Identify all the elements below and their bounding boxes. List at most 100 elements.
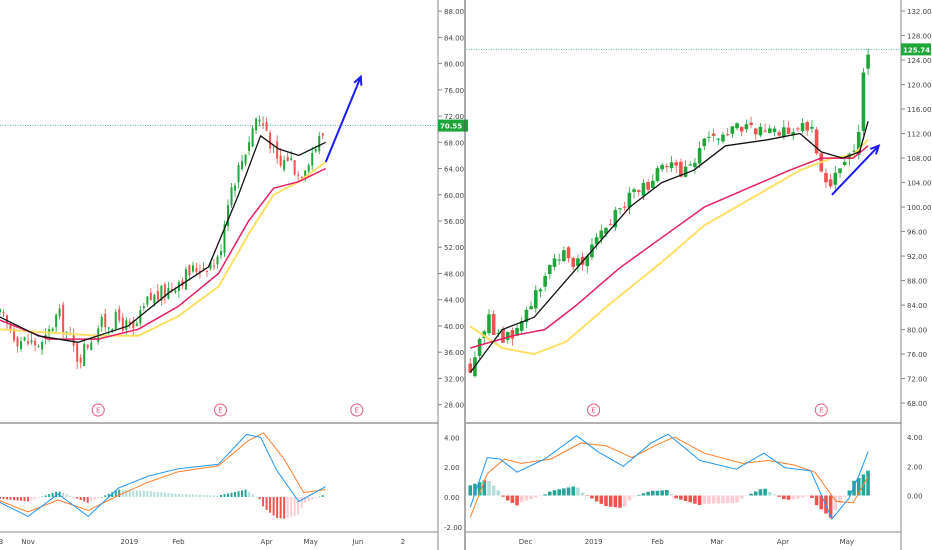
candle-body (501, 329, 505, 343)
macd-histogram-bar (234, 491, 237, 497)
macd-histogram-bar (796, 495, 800, 499)
macd-histogram-bar (491, 485, 496, 496)
price-tick-label: 52.00 (444, 244, 464, 252)
macd-histogram-bar (0, 496, 1, 499)
candle-body (646, 182, 650, 190)
candle-body (496, 332, 501, 334)
price-tick-label: 28.00 (444, 402, 464, 410)
macd-histogram-bar (735, 495, 739, 503)
macd-histogram-bar (604, 495, 608, 507)
earnings-marker[interactable] (587, 403, 601, 417)
macd-histogram-bar (170, 493, 173, 497)
macd-histogram-bar (697, 495, 702, 505)
macd-histogram-bar (283, 496, 286, 519)
macd-histogram-bar (262, 496, 265, 507)
macd-histogram-bar (552, 490, 557, 496)
candle-body (842, 161, 847, 166)
price-tick-label: 68.00 (444, 139, 464, 147)
macd-histogram-bar (669, 494, 674, 496)
macd-histogram-bar (866, 470, 870, 496)
candle-body (519, 321, 524, 331)
right-chart-panel[interactable]: 132.00 128.00 124.00 120.00 116.00 112.00 108.… (466, 0, 932, 550)
macd-histogram-bar (237, 491, 240, 497)
macd-histogram-bar (58, 491, 61, 497)
candle-body (716, 138, 721, 140)
left-chart-panel[interactable]: 88.00 84.00 80.00 76.00 72.00 68.00 64.00 60.00… (0, 0, 468, 550)
macd-histogram-bar (163, 492, 166, 497)
candle-body (318, 135, 321, 152)
candle-body (725, 134, 730, 136)
candle-body (251, 128, 254, 147)
macd-histogram-bar (772, 494, 777, 496)
candle-body (697, 148, 702, 164)
earnings-marker[interactable] (214, 403, 228, 417)
macd-histogram-bar (135, 490, 138, 497)
macd-histogram-bar (100, 496, 103, 498)
candle-body (149, 292, 152, 301)
candle-body (293, 160, 296, 175)
price-tick-label: 88.00 (444, 8, 464, 16)
candle-body (702, 138, 707, 147)
macd-histogram-bar (557, 489, 561, 496)
macd-histogram-bar (156, 491, 159, 497)
macd-histogram-bar (30, 496, 33, 501)
earnings-marker[interactable] (91, 403, 105, 417)
macd-histogram-bar (107, 493, 110, 497)
candle-body (505, 331, 510, 341)
macd-histogram-bar (641, 493, 646, 496)
macd-histogram-bar (782, 495, 786, 500)
candle-body (814, 129, 819, 154)
macd-tick-label: 0.00 (444, 494, 460, 502)
macd-histogram-bar (529, 495, 533, 500)
candle-body (791, 132, 796, 136)
macd-histogram-bar (693, 495, 697, 504)
macd-histogram-bar (188, 494, 191, 497)
time-tick-label: 3 (0, 538, 3, 546)
price-tick-label: 104.00 (907, 180, 932, 188)
macd-histogram-bar (314, 496, 317, 499)
macd-histogram-bar (76, 496, 79, 499)
earnings-marker[interactable] (814, 403, 828, 417)
macd-histogram-bar (304, 496, 307, 503)
macd-histogram-bar (118, 489, 121, 497)
candle-body (730, 126, 735, 134)
macd-histogram-bar (69, 495, 72, 497)
macd-histogram-bar (286, 496, 289, 518)
candle-body (838, 168, 842, 174)
candle-body (632, 189, 636, 192)
macd-histogram-bar (758, 489, 763, 496)
macd-histogram-bar (688, 495, 693, 503)
macd-histogram-bar (244, 489, 247, 497)
macd-histogram-bar (505, 495, 510, 501)
candle-body (782, 127, 786, 137)
macd-line (0, 433, 326, 517)
macd-histogram-bar (258, 496, 261, 500)
price-tick-label: 120.00 (907, 82, 932, 90)
macd-histogram-bar (307, 496, 310, 502)
candle-body (810, 126, 814, 129)
price-tick-label: 72.00 (444, 113, 464, 121)
candle-body (283, 160, 286, 170)
macd-histogram-bar (608, 495, 613, 507)
price-tick-label: 76.00 (907, 351, 927, 359)
price-tick-label: 64.00 (444, 166, 464, 174)
macd-histogram-bar (576, 487, 580, 496)
candle-body (255, 118, 258, 131)
macd-histogram-bar (548, 491, 552, 496)
macd-histogram-bar (34, 496, 37, 500)
earnings-marker[interactable] (350, 403, 364, 417)
macd-tick-label: 4.00 (444, 434, 460, 442)
candle-body (181, 280, 184, 286)
macd-histogram-bar (833, 495, 838, 511)
candle-body (198, 271, 201, 273)
macd-histogram-bar (205, 495, 208, 497)
candle-body (307, 165, 310, 172)
macd-histogram-bar (856, 478, 861, 496)
macd-histogram-bar (321, 495, 324, 497)
macd-histogram-bar (847, 490, 852, 496)
candle-body (146, 296, 149, 305)
candle-body (114, 312, 117, 329)
candle-body (230, 187, 233, 206)
price-tick-label: 48.00 (444, 270, 464, 278)
candle-body (599, 230, 604, 239)
